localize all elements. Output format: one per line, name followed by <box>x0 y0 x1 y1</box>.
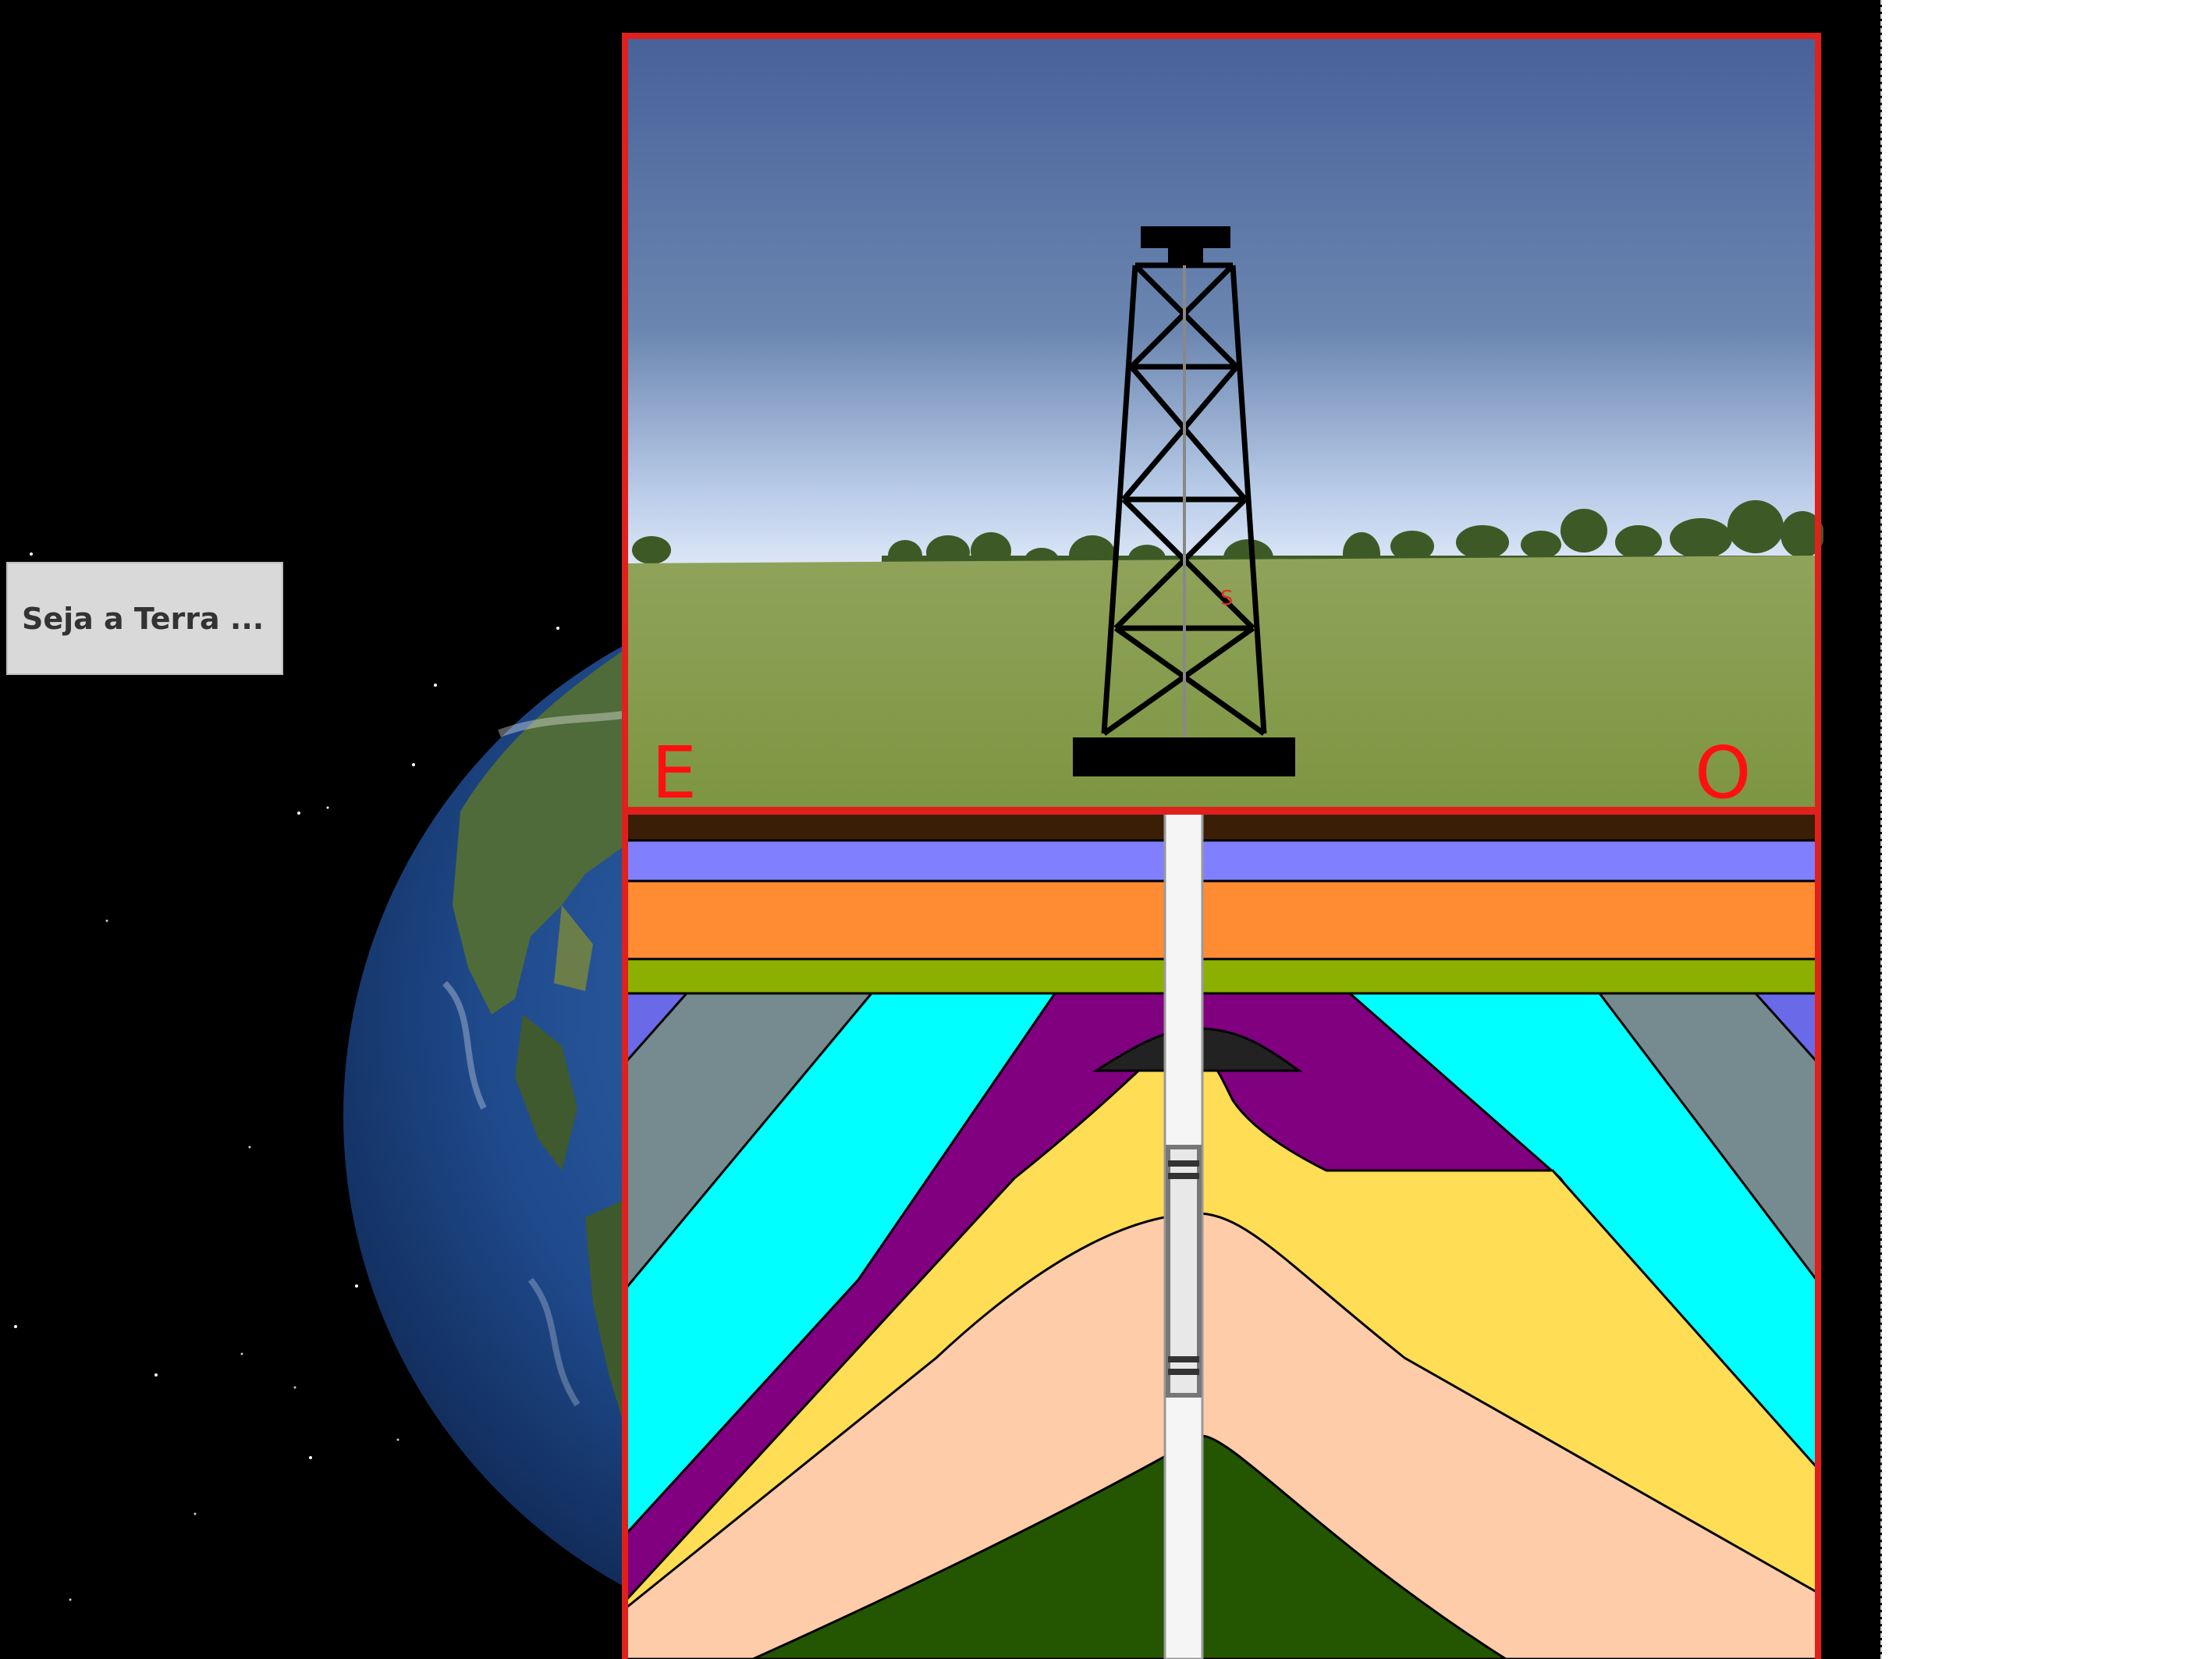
seja-a-terra-button[interactable]: Seja a Terra ... <box>6 562 283 675</box>
star-field <box>14 552 559 1601</box>
direction-east-label: E <box>652 731 698 815</box>
layer-lilac <box>627 839 1816 883</box>
layer-peach <box>627 1212 1816 1659</box>
right-blank-panel <box>1882 0 2212 1659</box>
seja-a-terra-label: Seja a Terra ... <box>22 601 265 636</box>
layer-olive <box>627 957 1816 995</box>
drill-bit-icon <box>1166 1145 1202 1398</box>
geological-cross-section <box>627 813 1816 1659</box>
panel-divider <box>1880 0 1883 1659</box>
direction-west-label: O <box>1695 731 1752 815</box>
sky <box>627 39 1816 570</box>
layer-topsoil <box>627 813 1816 842</box>
grass-field <box>627 556 1816 813</box>
tower-marker: S <box>1220 587 1234 610</box>
subsurface-frame <box>622 812 1821 1659</box>
layer-orange <box>627 879 1816 961</box>
drilling-scene: S <box>622 33 1823 1659</box>
drill-tower-icon <box>1073 226 1295 776</box>
